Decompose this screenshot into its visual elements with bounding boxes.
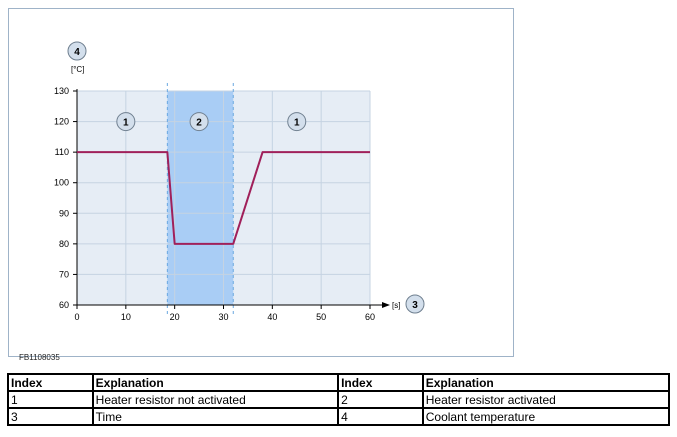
x-tick-label: 60 bbox=[365, 312, 375, 322]
legend-cell: Heater resistor not activated bbox=[91, 390, 340, 409]
y-axis-marker-label: 4 bbox=[74, 47, 80, 58]
legend-cell: 2 bbox=[337, 390, 424, 409]
legend-header: Explanation bbox=[91, 373, 340, 392]
y-tick-label: 80 bbox=[59, 239, 69, 249]
y-tick-label: 70 bbox=[59, 269, 69, 279]
x-tick-label: 0 bbox=[74, 312, 79, 322]
legend-header: Index bbox=[337, 373, 424, 392]
legend-header-row: Index Explanation Index Explanation bbox=[7, 373, 671, 392]
legend-cell: 3 bbox=[7, 407, 94, 426]
y-tick-label: 130 bbox=[54, 86, 69, 96]
legend-header: Index bbox=[7, 373, 94, 392]
y-tick-label: 90 bbox=[59, 208, 69, 218]
figure-frame: 0 10 20 30 40 50 60 60 70 80 90 100 110 120 130 [°C] [s]… bbox=[8, 8, 514, 362]
y-tick-label: 120 bbox=[54, 117, 69, 127]
region-marker bbox=[189, 112, 209, 132]
x-axis-unit: [s] bbox=[392, 301, 400, 310]
x-tick-label: 50 bbox=[316, 312, 326, 322]
coolant-temperature-chart: 0 10 20 30 40 50 60 60 70 80 90 100 110 120 130 [°C] [s]… bbox=[54, 41, 425, 322]
x-tick-label: 20 bbox=[170, 312, 180, 322]
coolant-temperature-line bbox=[77, 151, 370, 245]
legend-cell: 1 bbox=[7, 390, 94, 409]
x-tick-label: 30 bbox=[218, 312, 228, 322]
y-tick-label: 60 bbox=[59, 300, 69, 310]
legend-cell: Heater resistor activated bbox=[421, 390, 671, 409]
figure-id: FB1108035 bbox=[19, 353, 60, 362]
region-marker bbox=[287, 112, 307, 132]
region-marker bbox=[116, 112, 136, 132]
legend-cell: 4 bbox=[337, 407, 424, 426]
x-axis-marker bbox=[405, 294, 425, 314]
legend-header: Explanation bbox=[421, 373, 671, 392]
region-marker-label: 1 bbox=[294, 118, 300, 129]
x-tick-label: 40 bbox=[267, 312, 277, 322]
x-axis-marker-label: 3 bbox=[412, 300, 418, 311]
legend-cell: Coolant temperature bbox=[421, 407, 671, 426]
y-axis-unit: [°C] bbox=[71, 65, 84, 74]
legend-row: 3 Time 4 Coolant temperature bbox=[7, 407, 671, 426]
legend-cell: Time bbox=[91, 407, 340, 426]
x-tick-label: 10 bbox=[121, 312, 131, 322]
x-axis-arrow bbox=[382, 302, 390, 308]
legend-row: 1 Heater resistor not activated 2 Heater… bbox=[7, 390, 671, 409]
y-tick-label: 110 bbox=[55, 147, 69, 157]
region-marker-label: 1 bbox=[123, 118, 129, 129]
y-axis-marker bbox=[67, 41, 87, 61]
y-tick-label: 100 bbox=[54, 178, 69, 188]
legend-table: Index Explanation Index Explanation 1 He… bbox=[7, 373, 671, 426]
region-marker-label: 2 bbox=[196, 118, 202, 129]
